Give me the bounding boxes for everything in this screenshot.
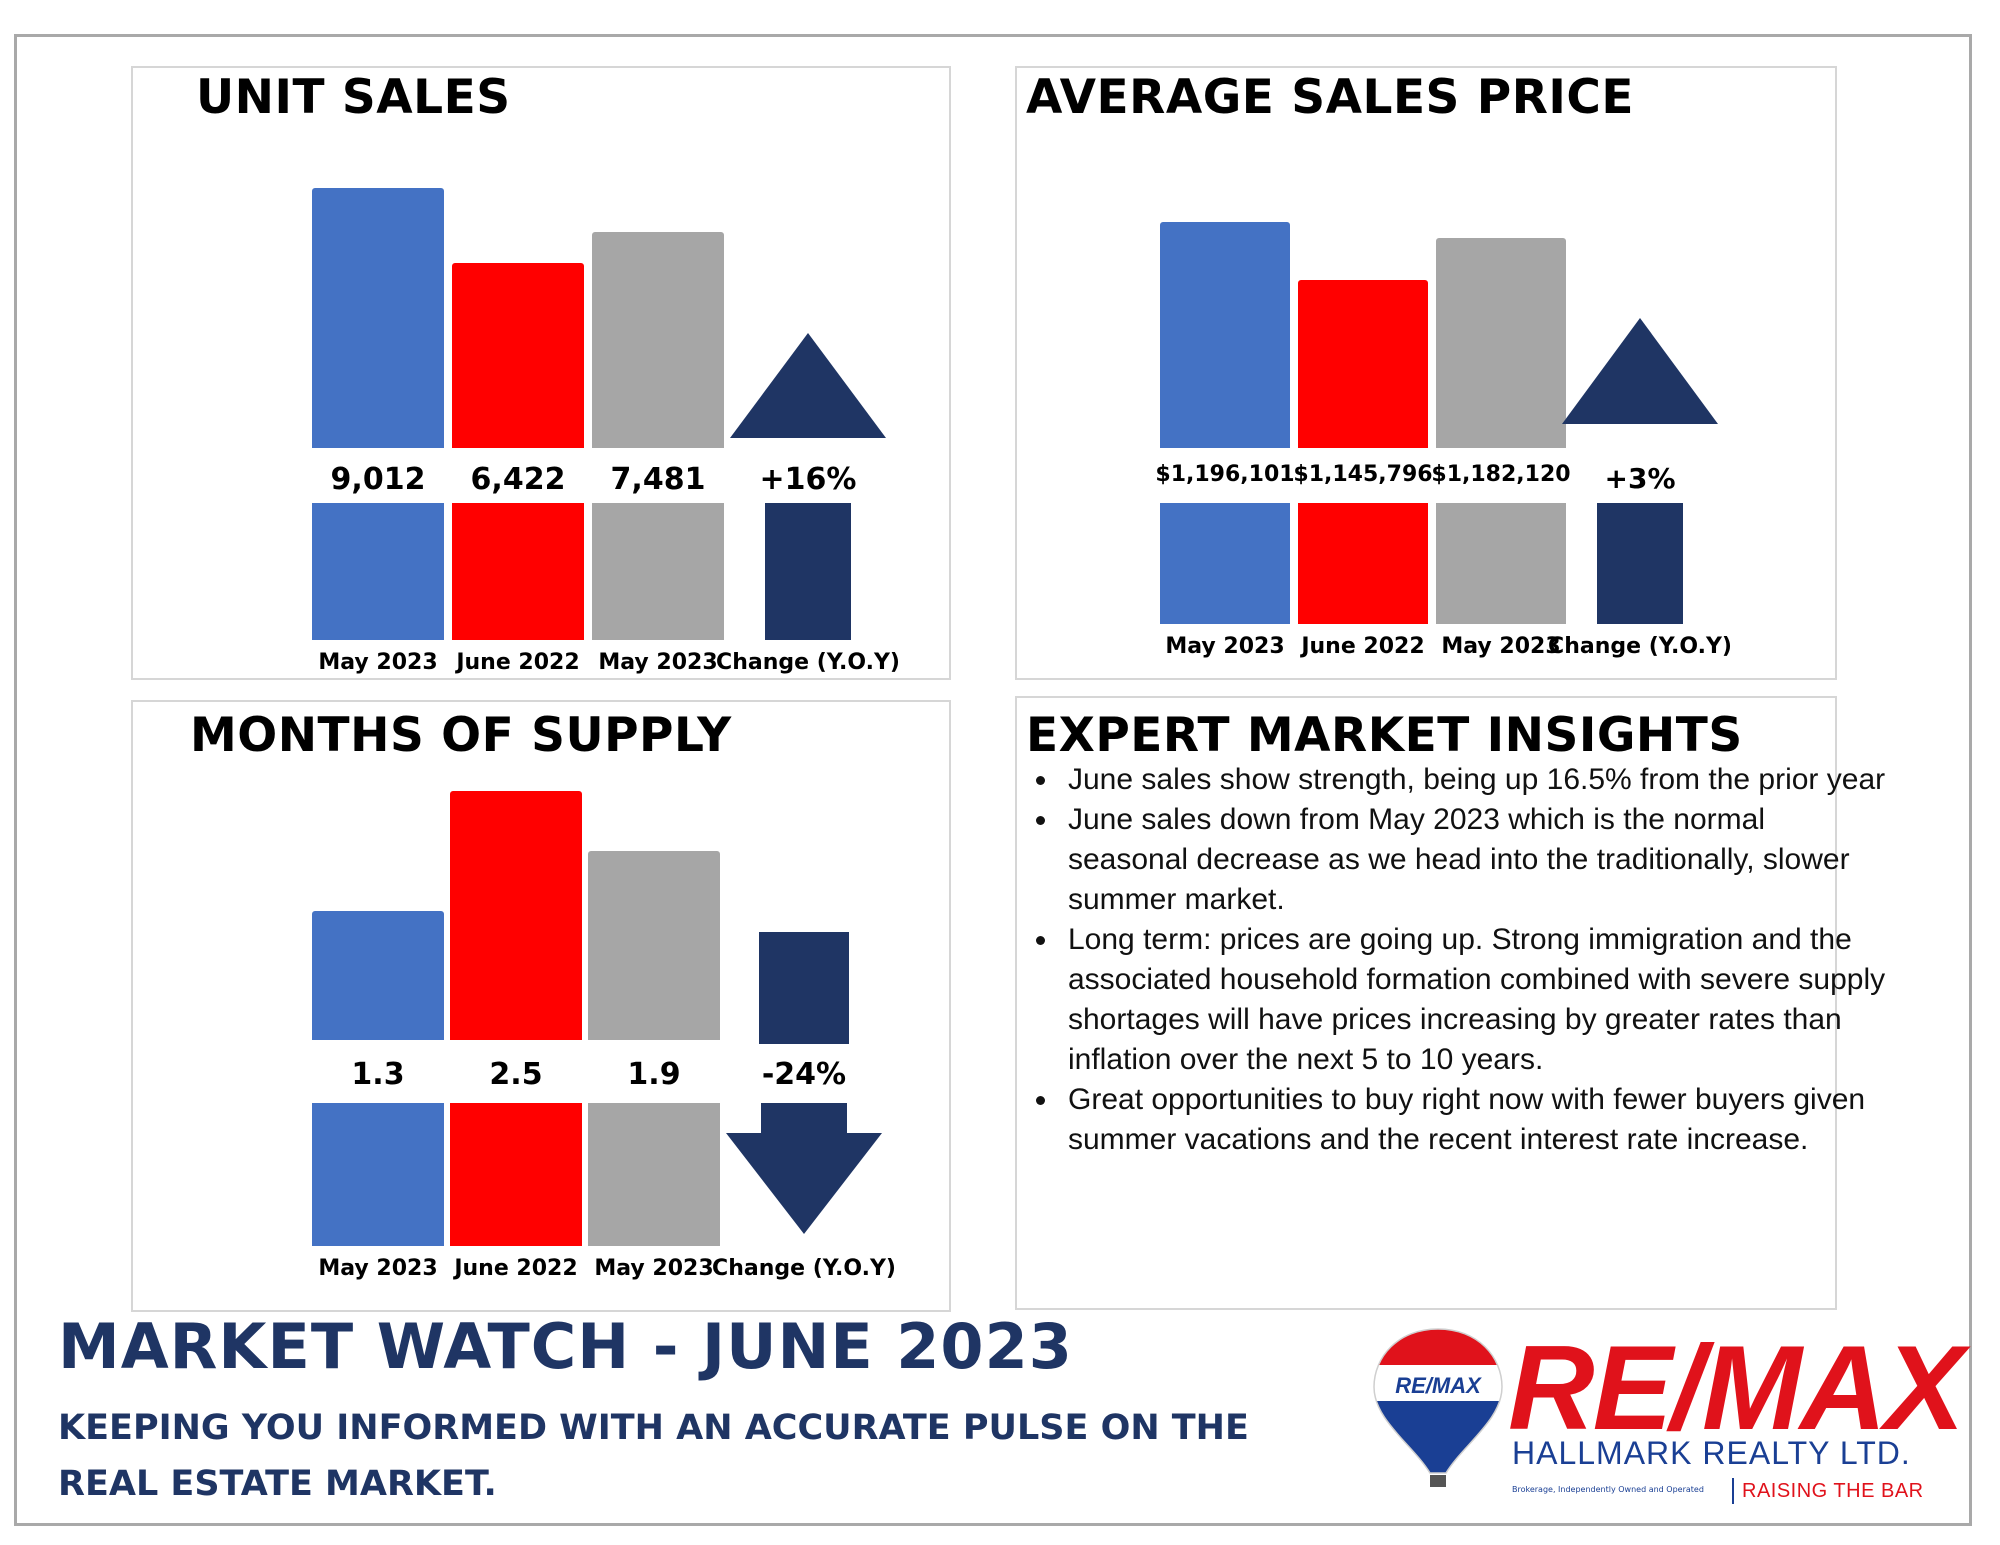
bar: [588, 850, 720, 1040]
value-label: 2.5: [489, 1057, 543, 1092]
value-label: 9,012: [330, 462, 426, 497]
value-label: 1.9: [627, 1057, 681, 1092]
balloon-text: RE/MAX: [1395, 1373, 1482, 1398]
bar: [312, 188, 444, 448]
avg-price-title: AVERAGE SALES PRICE: [1026, 70, 1634, 125]
value-label: $1,145,796: [1293, 462, 1433, 487]
market-watch-title: MARKET WATCH - JUNE 2023: [58, 1310, 1073, 1383]
balloon-logo-icon: RE/MAX: [1373, 1328, 1503, 1487]
supply-title: MONTHS OF SUPPLY: [190, 708, 732, 763]
company-name: HALLMARK REALTY LTD.: [1512, 1435, 1911, 1471]
category-label: June 2022: [456, 650, 580, 675]
fine-print: Brokerage, Independently Owned and Opera…: [1512, 1485, 1704, 1494]
category-label: May 2023: [1441, 634, 1561, 659]
bar: [1436, 238, 1566, 448]
insights-title: EXPERT MARKET INSIGHTS: [1026, 708, 1743, 763]
category-label: May 2023: [318, 1256, 438, 1281]
value-label: 1.3: [351, 1057, 405, 1092]
change-value: -24%: [761, 1057, 847, 1092]
bar: [1160, 222, 1290, 448]
insights-list: June sales show strength, being up 16.5%…: [1012, 760, 1892, 1160]
value-label: $1,196,101: [1155, 462, 1295, 487]
bar: [592, 232, 724, 448]
legend-swatch: [452, 503, 584, 640]
change-value: +16%: [759, 462, 857, 497]
logo-divider: [1732, 1478, 1734, 1504]
change-value: +3%: [1604, 462, 1676, 495]
remax-wordmark: RE/MAX: [1508, 1321, 1965, 1455]
value-label: 6,422: [470, 462, 566, 497]
value-label: 7,481: [610, 462, 706, 497]
category-label: May 2023: [318, 650, 438, 675]
category-label: May 2023: [1165, 634, 1285, 659]
category-label: May 2023: [598, 650, 718, 675]
category-label: June 2022: [1301, 634, 1425, 659]
insight-item: Great opportunities to buy right now wit…: [1060, 1080, 1892, 1160]
insights-panel: [1015, 696, 1837, 1310]
page-frame: [14, 34, 1972, 1526]
legend-swatch: [592, 503, 724, 640]
category-label: June 2022: [454, 1256, 578, 1281]
legend-swatch: [588, 1103, 720, 1246]
legend-swatch: [1298, 503, 1428, 624]
legend-swatch: [312, 1103, 444, 1246]
legend-swatch: [1436, 503, 1566, 624]
unit-sales-title: UNIT SALES: [196, 70, 511, 125]
category-label: May 2023: [594, 1256, 714, 1281]
insight-item: June sales down from May 2023 which is t…: [1060, 800, 1892, 920]
insight-item: June sales show strength, being up 16.5%…: [1060, 760, 1892, 800]
value-label: $1,182,120: [1431, 462, 1571, 487]
change-label: Change (Y.O.Y): [1548, 634, 1732, 659]
legend-swatch: [1160, 503, 1290, 624]
insight-item: Long term: prices are going up. Strong i…: [1060, 920, 1892, 1080]
change-label: Change (Y.O.Y): [716, 650, 900, 675]
change-label: Change (Y.O.Y): [712, 1256, 896, 1281]
legend-swatch: [450, 1103, 582, 1246]
market-watch-subtitle: KEEPING YOU INFORMED WITH AN ACCURATE PU…: [58, 1408, 1249, 1504]
bar: [450, 791, 582, 1040]
bar: [1298, 279, 1428, 448]
tagline: RAISING THE BAR: [1742, 1480, 1924, 1502]
change-bar: [759, 932, 849, 1044]
bar: [452, 262, 584, 448]
legend-swatch: [312, 503, 444, 640]
bar: [312, 910, 444, 1040]
